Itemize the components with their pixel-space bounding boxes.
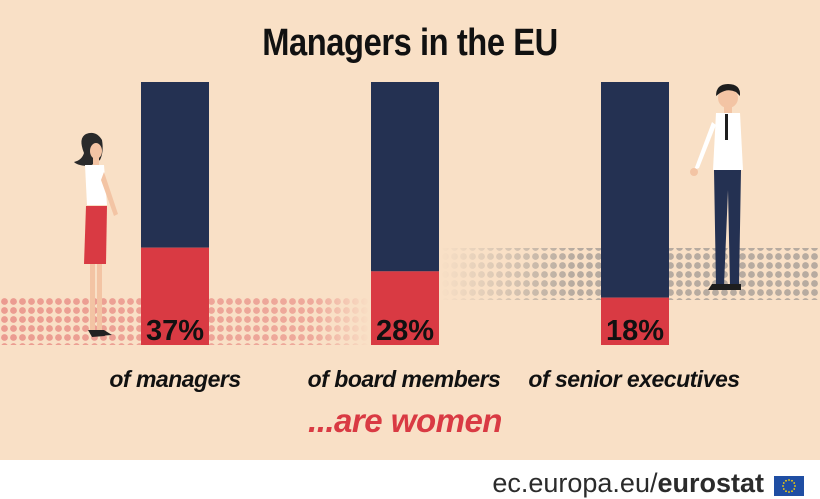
footer-site[interactable]: ec.europa.eu/ xyxy=(492,468,658,498)
woman-figure-icon xyxy=(74,132,118,337)
caption-senior-executives: of senior executives xyxy=(528,366,740,392)
bar-women-of-board-members xyxy=(371,271,439,345)
footer-brand[interactable]: eurostat xyxy=(657,468,764,498)
man-figure-icon xyxy=(690,84,743,290)
data-label-of-board-members: 28% xyxy=(376,315,434,347)
caption-managers: of managers xyxy=(109,366,241,392)
bar-remainder-of-board-members xyxy=(371,82,439,272)
footer-source[interactable]: ec.europa.eu/eurostat xyxy=(492,468,764,498)
caption-board-members: of board members xyxy=(307,366,501,392)
bar-chart: 37% 28% 18% xyxy=(0,82,820,347)
bar-women-of-senior-executives xyxy=(601,297,669,345)
bar-remainder-of-senior-executives xyxy=(601,82,669,298)
chart-subtitle: ...are women xyxy=(308,402,502,439)
eu-flag-icon xyxy=(774,476,804,496)
bar-women-of-managers xyxy=(141,247,209,345)
page-title: Managers in the EU xyxy=(262,22,558,64)
bar-remainder-of-managers xyxy=(141,82,209,248)
data-label-of-managers: 37% xyxy=(146,315,204,347)
data-label-of-senior-executives: 18% xyxy=(606,315,664,347)
